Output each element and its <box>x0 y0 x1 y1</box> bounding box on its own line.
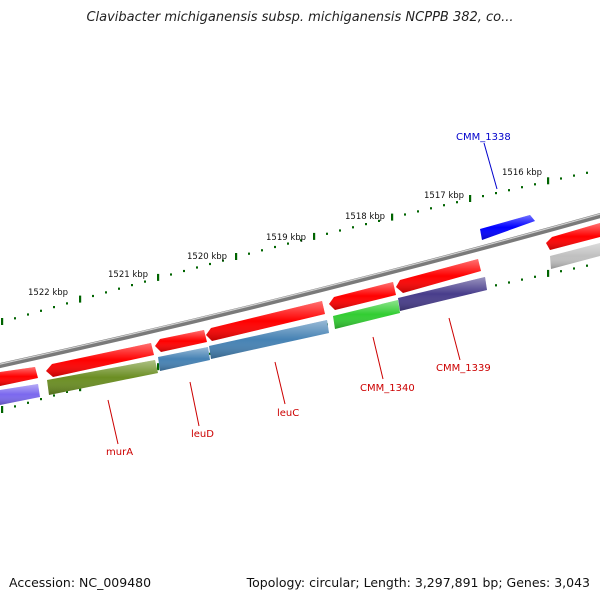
outer-ring-tick <box>66 302 68 305</box>
outer-ring-tick <box>157 273 160 281</box>
cog-features <box>0 243 600 405</box>
outer-ring-tick <box>391 213 394 221</box>
tick-label-1521: 1521 kbp <box>108 270 148 280</box>
gene-labels: CMM_1338 murA leuD leuC CMM_1340 CMM_133… <box>106 132 511 458</box>
outer-ring-tick <box>443 204 445 207</box>
backbone <box>0 213 600 369</box>
outer-ring-tick <box>222 259 224 262</box>
outer-ring-tick <box>534 183 536 186</box>
gene-label-cmm-1338[interactable]: CMM_1338 <box>456 132 511 143</box>
outer-ring-tick <box>495 192 497 195</box>
outer-ring-tick <box>482 195 484 198</box>
accession-label: Accession: NC_009480 <box>9 575 152 590</box>
inner-ring-tick <box>547 269 550 277</box>
outer-ring-tick <box>170 273 172 276</box>
outer-ring-tick <box>586 171 588 174</box>
outer-ring-tick <box>261 249 263 252</box>
outer-ring-tick <box>105 291 107 294</box>
leader-cmm-1339 <box>448 317 461 361</box>
inner-ring-tick <box>560 270 562 273</box>
map-title: Clavibacter michiganensis subsp. michiga… <box>86 10 514 25</box>
outer-ring-tick <box>469 195 472 202</box>
genome-stats: Topology: circular; Length: 3,297,891 bp… <box>246 575 590 590</box>
outer-ring-tick <box>1 318 4 325</box>
inner-ring-tick <box>53 394 55 397</box>
outer-ring-tick <box>92 294 94 298</box>
inner-ring-tick <box>573 267 575 270</box>
gene-label-leuc[interactable]: leuC <box>277 408 299 419</box>
outer-ring-tick <box>365 223 367 226</box>
tick-label-1517: 1517 kbp <box>424 191 464 201</box>
outer-ring-tick <box>287 242 289 245</box>
inner-ring-tick <box>1 406 4 413</box>
inner-ring-tick <box>157 363 160 371</box>
label-leaders <box>107 142 498 445</box>
outer-ring-tick <box>144 280 146 283</box>
outer-ring-tick <box>27 313 29 316</box>
outer-ring-tick <box>274 245 276 249</box>
gene-label-cmm-1340[interactable]: CMM_1340 <box>360 383 415 394</box>
outer-tick-ring <box>1 171 588 325</box>
outer-ring-tick <box>131 284 133 287</box>
outer-ring-tick <box>326 232 328 235</box>
outer-ring-tick <box>53 306 55 309</box>
gene-label-cmm-1339[interactable]: CMM_1339 <box>436 363 491 374</box>
outer-ring-tick <box>521 186 523 189</box>
tick-labels: 1516 kbp 1517 kbp 1518 kbp 1519 kbp 1520… <box>28 168 542 298</box>
outer-ring-tick <box>248 252 250 255</box>
outer-ring-tick <box>352 226 354 229</box>
inner-ring-tick <box>27 401 29 404</box>
inner-ring-tick <box>521 278 523 281</box>
outer-ring-tick <box>118 287 120 290</box>
outer-ring-tick <box>79 295 82 303</box>
inner-ring-tick <box>586 264 588 267</box>
inner-ring-tick <box>508 281 510 284</box>
inner-ring-tick <box>209 352 211 355</box>
inner-ring-tick <box>40 398 42 401</box>
outer-ring-tick <box>378 219 380 222</box>
outer-ring-tick <box>209 262 211 266</box>
inner-ring-tick <box>66 390 68 393</box>
tick-label-1518: 1518 kbp <box>345 212 385 222</box>
leader-leud <box>189 381 200 427</box>
outer-ring-tick <box>404 213 406 216</box>
gene-label-mura[interactable]: murA <box>106 447 133 458</box>
outer-ring-tick <box>456 201 458 204</box>
forward-strand-features <box>0 215 600 386</box>
outer-ring-tick <box>183 269 185 273</box>
outer-ring-tick <box>339 229 341 232</box>
inner-ring-tick <box>14 405 16 408</box>
outer-ring-tick <box>547 177 550 185</box>
leader-leuc <box>274 361 286 405</box>
backbone-highlight <box>0 213 600 365</box>
outer-ring-tick <box>417 210 419 213</box>
outer-ring-tick <box>235 253 238 260</box>
outer-ring-tick <box>430 207 432 210</box>
outer-ring-tick <box>560 177 562 180</box>
inner-ring-tick <box>495 284 497 287</box>
tick-label-1520: 1520 kbp <box>187 252 227 262</box>
leader-mura <box>107 399 119 445</box>
gene-label-leud[interactable]: leuD <box>191 429 214 440</box>
outer-ring-tick <box>573 174 575 177</box>
tick-label-1522: 1522 kbp <box>28 288 68 298</box>
outer-ring-tick <box>14 317 16 320</box>
tick-label-1519: 1519 kbp <box>266 233 306 243</box>
tick-label-1516: 1516 kbp <box>502 168 542 178</box>
outer-ring-tick <box>300 239 302 242</box>
leader-cmm-1340 <box>372 336 384 380</box>
inner-ring-tick <box>534 275 536 278</box>
outer-ring-tick <box>40 309 42 312</box>
outer-ring-tick <box>196 266 198 269</box>
leader-cmm-1338 <box>483 142 498 190</box>
outer-ring-tick <box>313 232 316 240</box>
outer-ring-tick <box>508 189 510 192</box>
